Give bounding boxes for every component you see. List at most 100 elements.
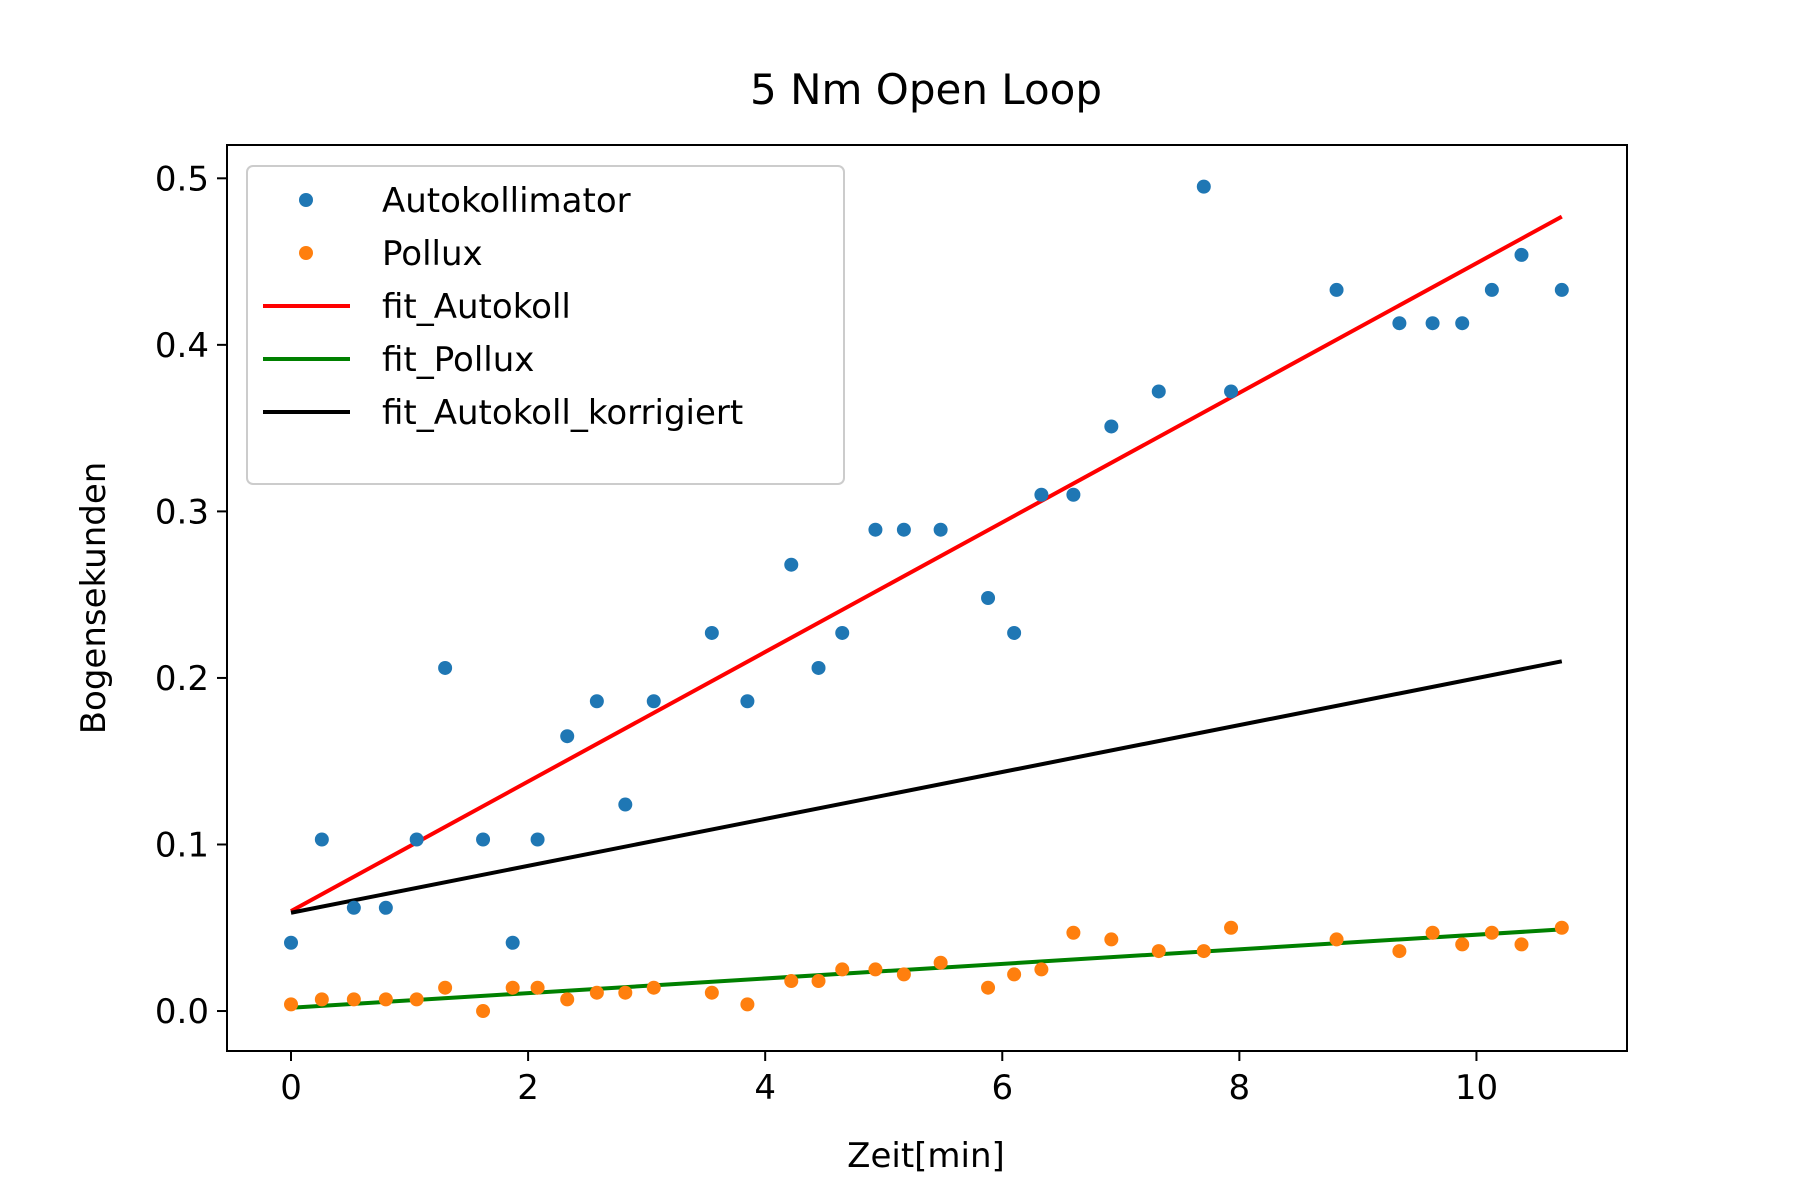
- legend-items: Autokollimator Pollux fit_Autokoll fit_Poll…: [263, 181, 743, 433]
- data-point-Autokollimator: [1034, 487, 1049, 502]
- axes-frame: [226, 144, 1628, 1052]
- data-point-Pollux: [618, 985, 633, 1000]
- legend-label: fit_Autokoll_korrigiert: [382, 393, 743, 433]
- data-point-Pollux: [409, 992, 424, 1007]
- x-tick-label: 0: [280, 1068, 302, 1108]
- legend-label: fit_Pollux: [382, 340, 534, 380]
- data-point-Pollux: [835, 962, 850, 977]
- y-tick-label: 0.1: [155, 825, 209, 865]
- data-point-Autokollimator: [1329, 282, 1344, 297]
- y-tick-label: 0.3: [155, 492, 209, 532]
- x-tick-label: 8: [1229, 1068, 1251, 1108]
- data-point-Pollux: [314, 992, 329, 1007]
- x-axis-label: Zeit[min]: [847, 1136, 1005, 1176]
- data-point-Autokollimator: [1224, 384, 1239, 399]
- data-point-Autokollimator: [505, 935, 520, 950]
- data-point-Autokollimator: [981, 591, 996, 605]
- legend-label: Autokollimator: [382, 181, 631, 221]
- data-point-Autokollimator: [560, 729, 575, 744]
- data-point-Autokollimator: [811, 660, 826, 675]
- data-point-Autokollimator: [409, 832, 424, 847]
- data-point-Pollux: [1484, 925, 1499, 940]
- series-line-fit_Autokoll: [290, 214, 1563, 913]
- x-tick-label: 2: [517, 1068, 539, 1108]
- y-axis-label: Bogensekunden: [74, 462, 114, 735]
- series-layer: [284, 179, 1569, 1019]
- legend-box: [246, 165, 845, 485]
- y-axis: 0.0 0.1 0.2 0.3 0.4 0.5: [155, 159, 227, 1032]
- data-point-Pollux: [704, 985, 719, 1000]
- data-point-Autokollimator: [704, 625, 719, 640]
- data-point-Autokollimator: [1514, 247, 1529, 262]
- data-point-Pollux: [1224, 920, 1239, 935]
- data-point-Pollux: [1034, 962, 1049, 977]
- data-point-Pollux: [1329, 932, 1344, 947]
- data-point-Autokollimator: [740, 694, 755, 709]
- data-point-Autokollimator: [1425, 316, 1440, 331]
- data-point-Autokollimator: [933, 522, 948, 537]
- data-point-Autokollimator: [1104, 419, 1119, 434]
- data-point-Autokollimator: [589, 694, 604, 709]
- data-point-Autokollimator: [1196, 179, 1211, 194]
- data-point-Autokollimator: [1066, 487, 1081, 502]
- x-tick-label: 6: [991, 1068, 1013, 1108]
- data-point-Autokollimator: [1151, 384, 1166, 399]
- data-point-Autokollimator: [530, 832, 545, 847]
- chart-title: 5 Nm Open Loop: [750, 65, 1102, 114]
- data-point-Autokollimator: [835, 625, 850, 640]
- data-point-Pollux: [1196, 944, 1211, 959]
- data-point-Pollux: [438, 980, 453, 995]
- data-point-Pollux: [589, 985, 604, 1000]
- data-point-Autokollimator: [314, 832, 329, 847]
- data-point-Autokollimator: [378, 900, 393, 915]
- data-point-Pollux: [1007, 967, 1022, 982]
- data-point-Pollux: [1554, 920, 1569, 935]
- data-point-Pollux: [378, 992, 393, 1007]
- data-point-Autokollimator: [896, 522, 911, 537]
- data-point-Autokollimator: [868, 522, 883, 537]
- data-point-Pollux: [346, 992, 361, 1007]
- data-point-Pollux: [560, 992, 575, 1007]
- data-point-Autokollimator: [284, 935, 299, 950]
- data-point-Autokollimator: [1392, 316, 1407, 331]
- data-point-Autokollimator: [1455, 316, 1470, 331]
- data-point-Pollux: [284, 997, 299, 1012]
- data-point-Pollux: [1066, 925, 1081, 940]
- data-point-Autokollimator: [346, 900, 361, 915]
- data-point-Pollux: [505, 980, 520, 995]
- data-point-Pollux: [1425, 925, 1440, 940]
- data-point-Pollux: [868, 962, 883, 977]
- legend-marker: [299, 193, 313, 207]
- data-point-Pollux: [1514, 937, 1529, 952]
- legend-marker: [299, 246, 313, 260]
- data-point-Autokollimator: [1554, 282, 1569, 297]
- series-line-fit_Pollux: [290, 927, 1562, 1010]
- data-point-Autokollimator: [438, 660, 453, 675]
- data-point-Pollux: [784, 974, 799, 989]
- data-point-Pollux: [1151, 944, 1166, 959]
- plot-area: [226, 144, 1628, 1052]
- data-point-Pollux: [933, 955, 948, 970]
- data-point-Pollux: [1455, 937, 1470, 952]
- data-point-Pollux: [740, 997, 755, 1012]
- data-point-Pollux: [811, 974, 826, 989]
- x-tick-label: 4: [754, 1068, 776, 1108]
- legend: Autokollimator Pollux fit_Autokoll fit_Poll…: [246, 165, 845, 485]
- x-axis: 0 2 4 6 8 10: [280, 1051, 1498, 1108]
- x-tick-label: 10: [1455, 1068, 1498, 1108]
- data-point-Autokollimator: [618, 797, 633, 812]
- y-tick-label: 0.2: [155, 659, 209, 699]
- data-point-Autokollimator: [784, 557, 799, 572]
- series-line-fit_Autokoll_korrigiert: [290, 659, 1563, 915]
- data-point-Pollux: [981, 980, 996, 995]
- data-point-Pollux: [1392, 944, 1407, 959]
- data-point-Pollux: [476, 1004, 491, 1019]
- data-point-Pollux: [530, 980, 545, 995]
- data-point-Autokollimator: [476, 832, 491, 847]
- y-tick-label: 0.4: [155, 326, 209, 366]
- data-point-Pollux: [896, 967, 911, 982]
- data-point-Autokollimator: [646, 694, 661, 709]
- data-point-Autokollimator: [1007, 625, 1022, 640]
- data-point-Autokollimator: [1484, 282, 1499, 297]
